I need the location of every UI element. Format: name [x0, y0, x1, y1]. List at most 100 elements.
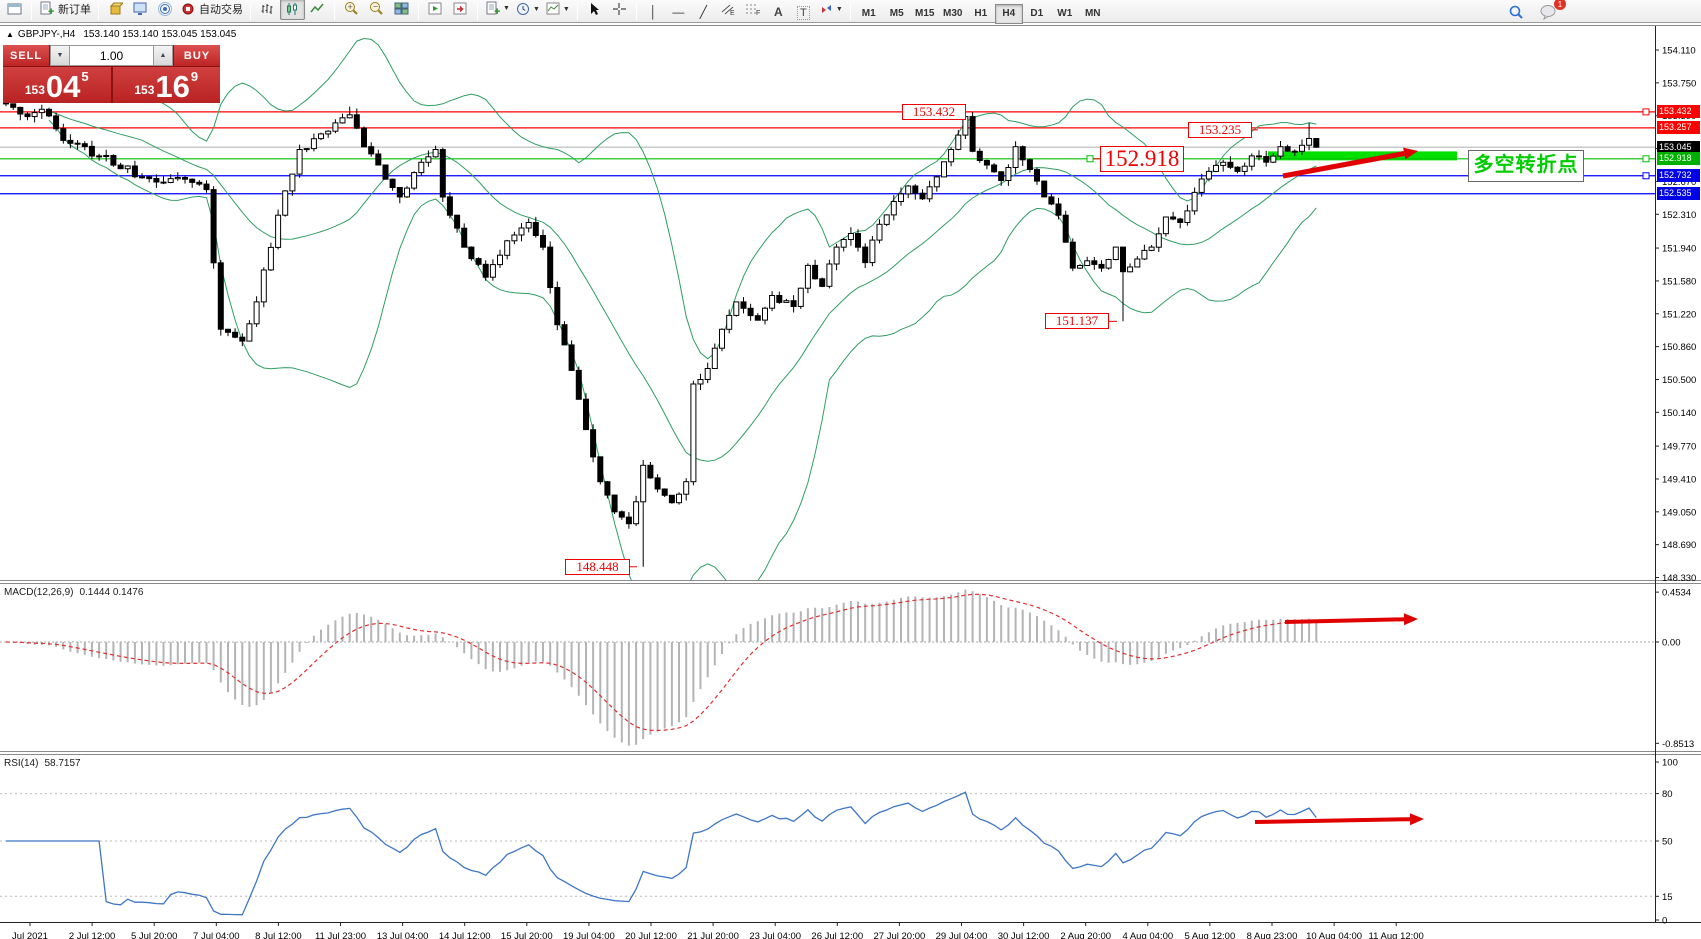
svg-text:2 Jul 12:00: 2 Jul 12:00 [69, 931, 115, 939]
periods-icon[interactable]: ▼ [513, 0, 543, 20]
toolbar-separator [418, 3, 419, 21]
svg-text:21 Jul 20:00: 21 Jul 20:00 [687, 931, 739, 939]
toolbar-separator [98, 3, 99, 21]
bar-chart-icon[interactable] [255, 0, 280, 20]
svg-text:10 Aug 04:00: 10 Aug 04:00 [1306, 931, 1362, 939]
svg-text:15 Jul 20:00: 15 Jul 20:00 [501, 931, 553, 939]
svg-text:23 Jul 04:00: 23 Jul 04:00 [749, 931, 801, 939]
svg-text:151.580: 151.580 [1662, 276, 1696, 287]
macd-label: MACD(12,26,9) 0.1444 0.1476 [4, 587, 144, 598]
svg-text:13 Jul 04:00: 13 Jul 04:00 [377, 931, 429, 939]
line-chart-icon[interactable] [305, 0, 330, 20]
text-icon[interactable]: A [773, 5, 783, 20]
symbol-ohlc-line: ▲ GBPJPY-,H4 153.140 153.140 153.045 153.0… [6, 29, 236, 40]
new-order-button[interactable]: + 新订单 [36, 0, 94, 19]
indicators-list-icon[interactable]: + ▼ [482, 0, 513, 19]
svg-text:15: 15 [1662, 892, 1673, 903]
zoom-in-icon[interactable]: + [339, 0, 364, 19]
timeframe-mn-button[interactable]: MN [1084, 8, 1101, 20]
svg-text:11 Aug 12:00: 11 Aug 12:00 [1369, 931, 1424, 939]
svg-text:0.00: 0.00 [1662, 638, 1681, 649]
object-handles[interactable] [1086, 108, 1650, 180]
toolbar-left: + 新订单 自动交易 + − + ▼ ▼ ▼ │ — ╱ E F A T ▼ M1 M5 M15 M30 H1 H4 D1 W1… [2, 0, 1107, 24]
tile-windows-icon[interactable] [389, 0, 414, 20]
svg-text:14 Jul 12:00: 14 Jul 12:00 [439, 931, 491, 939]
trend-arrow[interactable] [1284, 613, 1418, 626]
svg-text:19 Jul 04:00: 19 Jul 04:00 [563, 931, 615, 939]
svg-text:50: 50 [1662, 837, 1673, 848]
chart-frame [0, 25, 1701, 923]
svg-text:+: + [348, 2, 353, 12]
rsi-value: 58.7157 [44, 758, 81, 769]
trendline-icon[interactable]: ╱ [699, 5, 707, 20]
bollinger-lower-band [48, 119, 1317, 580]
data-window-icon[interactable] [128, 0, 153, 20]
cursor-icon[interactable] [582, 0, 607, 20]
timeframe-h1-button[interactable]: H1 [974, 8, 988, 20]
buy-price-box[interactable]: 153 16 9 [112, 67, 220, 104]
svg-text:149.410: 149.410 [1662, 474, 1696, 485]
toolbar-separator [635, 3, 637, 21]
zoom-out-icon[interactable]: − [364, 0, 389, 19]
metaeditor-icon[interactable] [103, 0, 128, 20]
timeframe-m15-button[interactable]: M15 [915, 8, 935, 20]
search-icon[interactable] [1503, 1, 1528, 22]
svg-text:27 Jul 20:00: 27 Jul 20:00 [874, 931, 926, 939]
timeframe-h4-button[interactable]: H4 [994, 3, 1023, 24]
sell-button[interactable]: SELL [3, 45, 49, 66]
axis-price-tag: 152.732 [1657, 169, 1700, 183]
buy-price-main: 16 [155, 69, 190, 104]
candlestick-chart-icon[interactable] [280, 0, 305, 20]
volume-up-button[interactable]: ▲ [153, 45, 173, 66]
rsi-pane [0, 791, 1655, 916]
svg-text:5 Aug 12:00: 5 Aug 12:00 [1185, 931, 1236, 939]
svg-text:150.140: 150.140 [1662, 408, 1696, 419]
collapse-triangle-icon[interactable]: ▲ [6, 30, 14, 39]
templates-icon[interactable]: ▼ [543, 0, 573, 20]
crosshair-icon[interactable] [607, 0, 632, 20]
svg-text:E: E [730, 10, 735, 16]
svg-text:29 Jul 04:00: 29 Jul 04:00 [936, 931, 988, 939]
svg-text:100: 100 [1662, 758, 1678, 769]
axis-price-tag: 153.045 [1657, 140, 1700, 154]
svg-text:-0.8513: -0.8513 [1662, 739, 1694, 750]
buy-button[interactable]: BUY [174, 45, 220, 66]
equidistant-channel-icon[interactable]: E [716, 0, 741, 20]
horizontal-line-icon[interactable]: — [672, 5, 685, 20]
vertical-line-icon[interactable]: │ [649, 5, 658, 20]
timeframe-w1-button[interactable]: W1 [1057, 8, 1073, 20]
svg-text:Jul 2021: Jul 2021 [12, 931, 48, 939]
chart-shift-icon[interactable] [448, 0, 473, 20]
svg-text:26 Jul 12:00: 26 Jul 12:00 [811, 931, 863, 939]
time-axis: Jul 2021 2 Jul 12:00 5 Jul 20:00 7 Jul 04:0… [12, 922, 1424, 939]
chart-window-icon[interactable] [2, 0, 27, 20]
strategy-tester-icon[interactable] [153, 0, 178, 20]
arrows-tool-icon[interactable]: ▼ [816, 0, 846, 20]
axis-price-tag: 153.432 [1657, 105, 1700, 119]
svg-text:80: 80 [1662, 789, 1673, 800]
trend-arrow[interactable] [1254, 813, 1424, 826]
autotrading-button[interactable]: 自动交易 [178, 0, 246, 20]
timeframe-d1-button[interactable]: D1 [1030, 8, 1044, 20]
svg-text:+: + [494, 6, 500, 16]
timeframe-m30-button[interactable]: M30 [943, 8, 963, 20]
trend-arrow[interactable] [1282, 147, 1418, 179]
notifications-icon[interactable]: 1 [1536, 0, 1566, 22]
volume-down-button[interactable]: ▼ [50, 45, 70, 66]
text-label-icon[interactable]: T [791, 3, 816, 24]
timeframe-m5-button[interactable]: M5 [889, 8, 904, 20]
toolbar-separator [849, 3, 851, 21]
fibonacci-icon[interactable]: F [741, 0, 766, 20]
sell-price-box[interactable]: 153 04 5 [3, 67, 111, 103]
svg-text:11 Jul 23:00: 11 Jul 23:00 [315, 931, 366, 939]
axis-price-tag: 152.918 [1657, 152, 1700, 166]
highlight-bar[interactable] [1268, 151, 1457, 161]
volume-input[interactable]: 1.00 [70, 45, 153, 66]
auto-scroll-icon[interactable] [423, 0, 448, 20]
svg-text:149.770: 149.770 [1662, 442, 1696, 453]
bollinger-upper-band [48, 37, 1317, 360]
timeframe-m1-button[interactable]: M1 [861, 8, 876, 20]
toolbar-separator [31, 3, 32, 21]
svg-text:4 Aug 04:00: 4 Aug 04:00 [1122, 931, 1173, 939]
